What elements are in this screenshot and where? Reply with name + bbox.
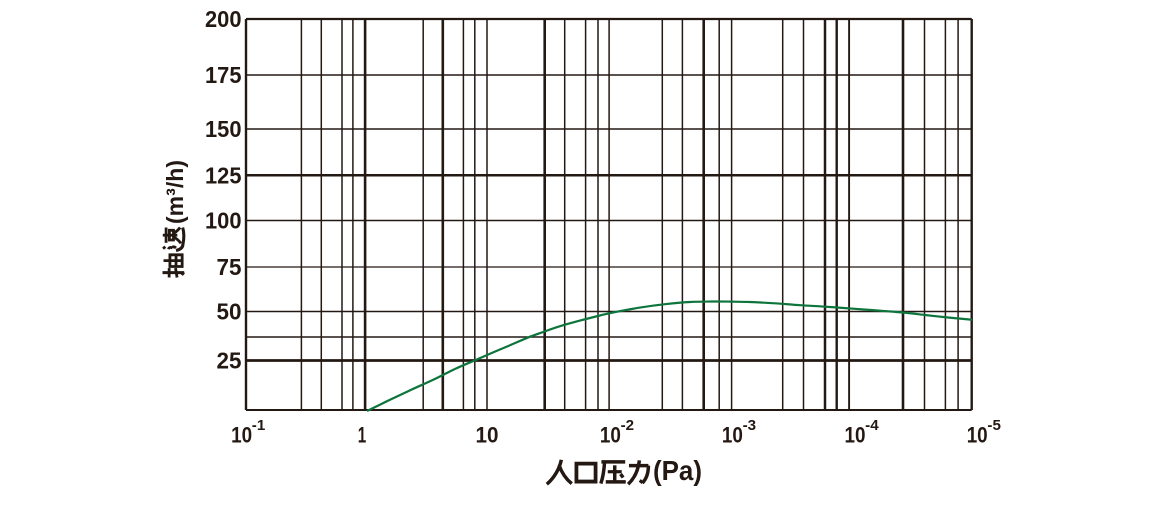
svg-text:10: 10 bbox=[967, 423, 988, 448]
svg-text:175: 175 bbox=[205, 62, 242, 88]
svg-text:-3: -3 bbox=[743, 418, 757, 434]
svg-text:200: 200 bbox=[205, 6, 242, 32]
svg-text:150: 150 bbox=[205, 116, 242, 142]
svg-text:75: 75 bbox=[217, 254, 242, 280]
svg-text:10: 10 bbox=[845, 423, 866, 448]
svg-text:-2: -2 bbox=[621, 418, 635, 434]
svg-text:10: 10 bbox=[476, 423, 499, 448]
svg-text:-4: -4 bbox=[865, 418, 879, 434]
svg-text:100: 100 bbox=[205, 208, 242, 234]
svg-text:50: 50 bbox=[217, 299, 242, 325]
svg-text:(Pa): (Pa) bbox=[653, 455, 702, 486]
svg-text:10: 10 bbox=[231, 423, 252, 448]
svg-text:(m³/h): (m³/h) bbox=[162, 160, 188, 224]
svg-text:10: 10 bbox=[600, 423, 621, 448]
svg-text:1: 1 bbox=[358, 423, 367, 448]
svg-text:-1: -1 bbox=[252, 418, 266, 434]
svg-text:125: 125 bbox=[205, 162, 242, 188]
svg-text:-5: -5 bbox=[987, 418, 1001, 434]
svg-text:10: 10 bbox=[722, 423, 743, 448]
svg-text:25: 25 bbox=[217, 348, 242, 374]
